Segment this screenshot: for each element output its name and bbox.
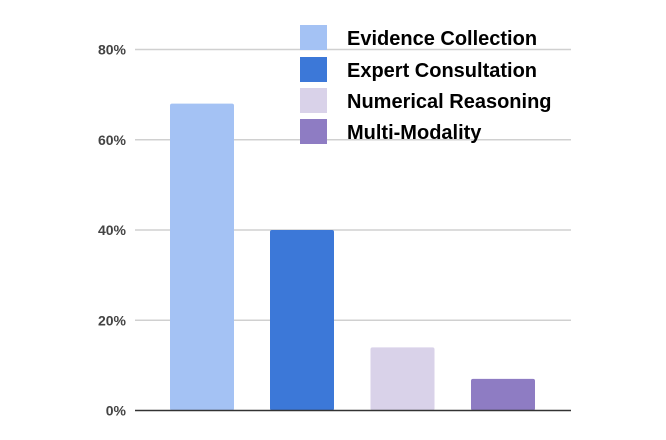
- legend-label: Multi-Modality: [347, 122, 482, 144]
- legend: Evidence Collection Expert Consultation Nu…: [300, 25, 552, 144]
- bar-expert-consultation: [270, 230, 334, 411]
- legend-label: Expert Consultation: [347, 60, 537, 82]
- legend-swatch: [300, 57, 327, 82]
- bars: [170, 103, 535, 411]
- legend-swatch: [300, 88, 327, 113]
- bar-multi-modality: [471, 378, 535, 411]
- y-tick-label: 60%: [98, 132, 127, 148]
- legend-label: Evidence Collection: [347, 28, 537, 50]
- y-tick-label: 0%: [106, 403, 127, 419]
- y-tick-label: 20%: [98, 312, 127, 328]
- y-tick-label: 80%: [98, 42, 127, 58]
- y-tick-label: 40%: [98, 222, 127, 238]
- legend-swatch: [300, 119, 327, 144]
- bar-evidence-collection: [170, 103, 234, 411]
- legend-swatch: [300, 25, 327, 50]
- y-axis-tick-labels: 0% 20% 40% 60% 80%: [98, 42, 127, 419]
- legend-label: Numerical Reasoning: [347, 91, 552, 113]
- bar-numerical-reasoning: [370, 347, 435, 411]
